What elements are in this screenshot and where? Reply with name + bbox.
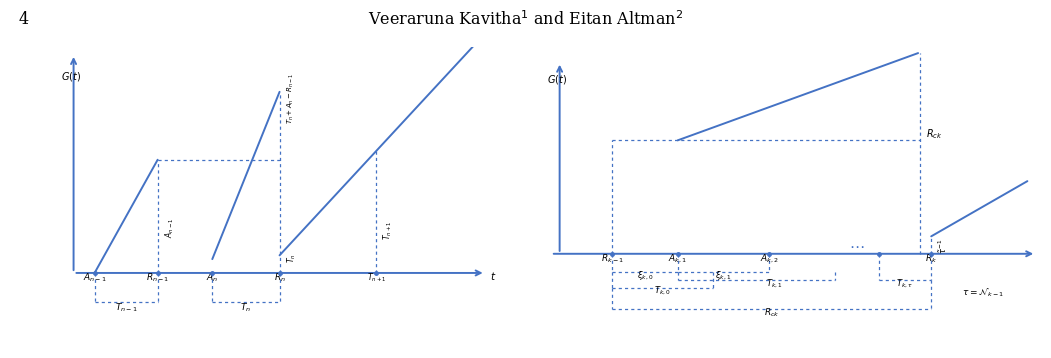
Text: $T_{n+1}$: $T_{n+1}$	[367, 271, 386, 284]
Text: $T_n + A_n - R_{n-1}$: $T_n + A_n - R_{n-1}$	[286, 73, 296, 125]
Text: $T_n$: $T_n$	[241, 302, 251, 314]
Text: $\tau = \mathcal{N}_{k-1}$: $\tau = \mathcal{N}_{k-1}$	[962, 286, 1004, 299]
Text: $T_{k,\tau}$: $T_{k,\tau}$	[897, 277, 913, 290]
Text: $T_{k,1}$: $T_{k,1}$	[765, 277, 782, 290]
Text: $A_{k,2}$: $A_{k,2}$	[760, 253, 779, 265]
Text: $\cdots$: $\cdots$	[849, 238, 865, 253]
Text: $R_{k-1}$: $R_{k-1}$	[600, 252, 623, 265]
Text: $R_{ck}$: $R_{ck}$	[926, 127, 942, 141]
Text: $\xi_{k,0}$: $\xi_{k,0}$	[637, 270, 653, 282]
Text: $A_{n-1}$: $A_{n-1}$	[83, 271, 106, 284]
Text: $T_{k,0}$: $T_{k,0}$	[654, 285, 671, 297]
Text: $R_{ck}$: $R_{ck}$	[764, 307, 780, 319]
Text: $A_{k,1}$: $A_{k,1}$	[668, 253, 687, 265]
Text: $\tilde{\tau}^{-1}$: $\tilde{\tau}^{-1}$	[936, 239, 949, 255]
Text: $A_{n-1}$: $A_{n-1}$	[163, 217, 176, 238]
Text: $R_k$: $R_k$	[925, 252, 937, 265]
Text: $\xi_{k,1}$: $\xi_{k,1}$	[716, 270, 731, 282]
Text: $R_{n-1}$: $R_{n-1}$	[146, 271, 169, 284]
Text: $T_{n-1}$: $T_{n-1}$	[115, 302, 138, 314]
Text: 4: 4	[19, 11, 29, 28]
Text: $T_{n+1}$: $T_{n+1}$	[382, 221, 394, 240]
Text: $G(t)$: $G(t)$	[61, 70, 81, 83]
Text: $T_n$: $T_n$	[285, 253, 297, 263]
Text: $R_n$: $R_n$	[273, 271, 286, 284]
Text: Veeraruna Kavitha$^1$ and Eitan Altman$^2$: Veeraruna Kavitha$^1$ and Eitan Altman$^…	[368, 11, 683, 29]
Text: $t$: $t$	[490, 270, 496, 282]
Text: $A_n$: $A_n$	[206, 271, 219, 284]
Text: $G(t)$: $G(t)$	[547, 73, 566, 86]
